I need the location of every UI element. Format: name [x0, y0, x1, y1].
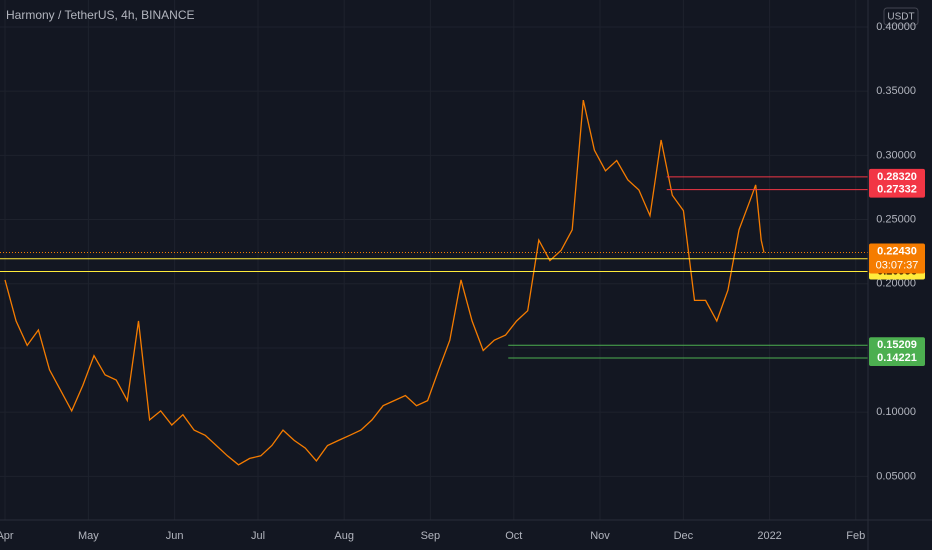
level-label: 0.15209 — [877, 339, 917, 351]
x-tick-label: Nov — [590, 530, 610, 542]
x-tick-label: May — [78, 530, 99, 542]
y-tick-label: 0.05000 — [876, 470, 916, 482]
level-label-box — [869, 337, 925, 354]
level-label-box — [869, 168, 925, 185]
x-tick-label: Aug — [334, 530, 354, 542]
y-tick-label: 0.20000 — [876, 278, 916, 290]
countdown-label: 03:07:37 — [876, 259, 919, 271]
x-tick-label: Apr — [0, 530, 14, 542]
currency-label: USDT — [887, 12, 914, 23]
y-tick-label: 0.30000 — [876, 149, 916, 161]
plot — [0, 99, 868, 466]
currency-box[interactable] — [883, 7, 919, 26]
chart-title: Harmony / TetherUS, 4h, BINANCE — [6, 8, 195, 22]
x-tick-label: Jun — [166, 530, 184, 542]
level-label-box — [869, 349, 925, 366]
last-price-box — [869, 243, 925, 274]
axes: 0.050000.100000.150000.200000.250000.300… — [0, 21, 925, 542]
x-tick-label: 2022 — [757, 530, 781, 542]
x-tick-label: Sep — [421, 530, 441, 542]
x-tick-label: Oct — [505, 530, 522, 542]
grid — [0, 0, 868, 520]
y-tick-label: 0.25000 — [876, 213, 916, 225]
level-label: 0.27332 — [877, 184, 917, 196]
x-tick-label: Dec — [674, 530, 694, 542]
y-tick-label: 0.10000 — [876, 406, 916, 418]
price-line — [4, 99, 765, 466]
level-label: 0.28320 — [877, 171, 917, 183]
y-tick-label: 0.40000 — [876, 21, 916, 33]
x-tick-label: Jul — [251, 530, 265, 542]
last-price-label: 0.22430 — [877, 245, 917, 257]
x-tick-label: Feb — [846, 530, 865, 542]
level-label-box — [869, 181, 925, 198]
y-tick-label: 0.35000 — [876, 85, 916, 97]
level-label: 0.14221 — [877, 352, 917, 364]
